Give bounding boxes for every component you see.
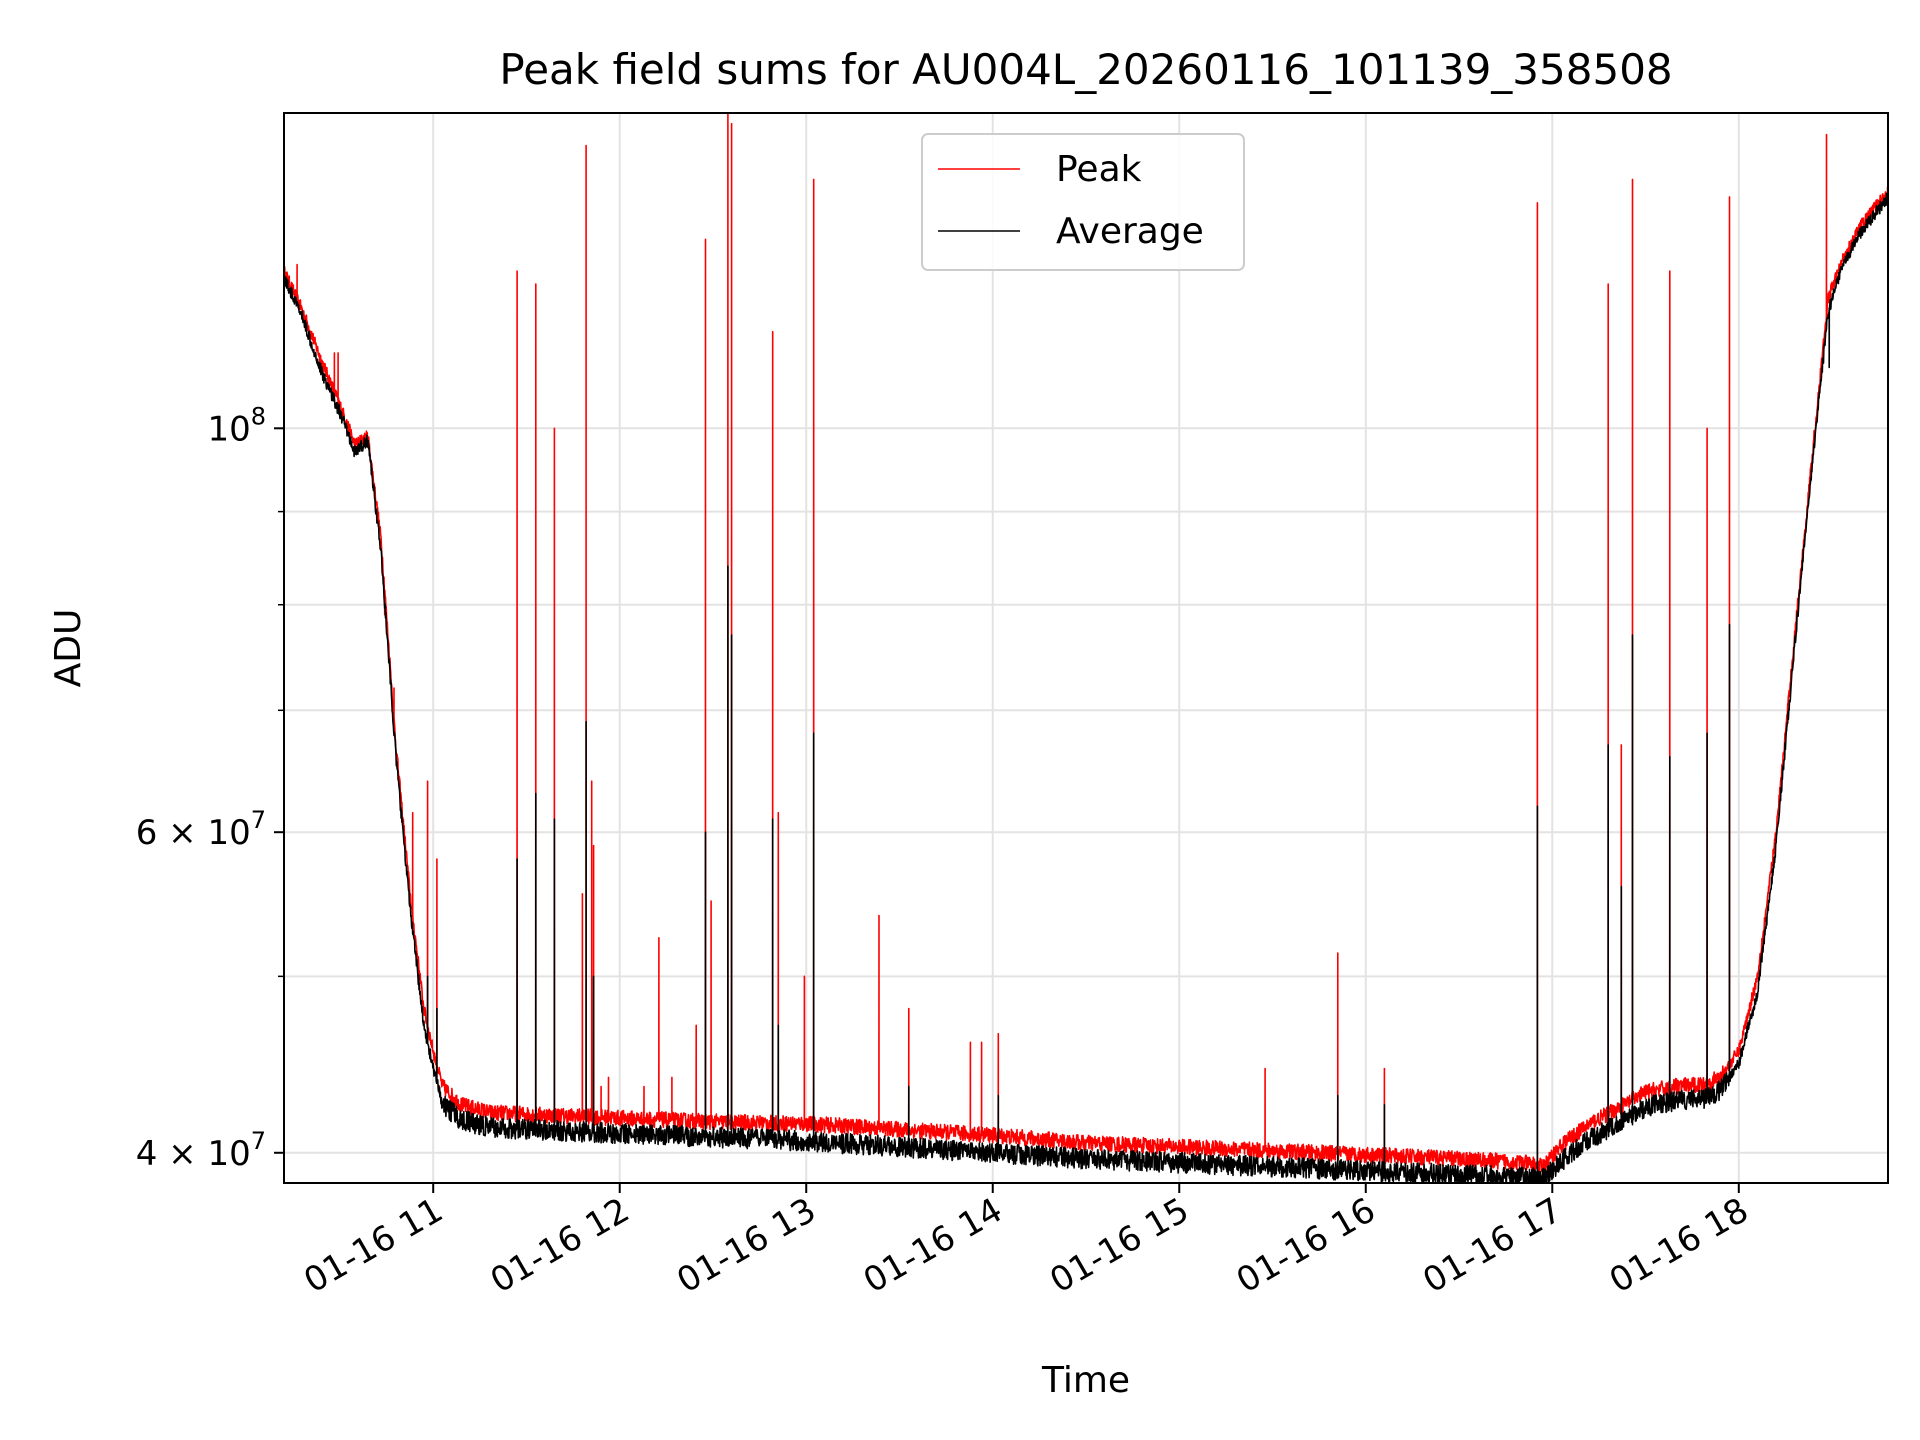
legend: Peak Average [921,133,1245,271]
y-tick-label: 6 × 107 [136,806,266,853]
chart-title: Peak field sums for AU004L_20260116_1011… [499,45,1672,94]
y-tick-mantissa: 6 [136,813,158,853]
y-tick-exponent: 7 [251,1127,266,1155]
y-tick-times: × 10 [157,1134,250,1174]
series-line-average [283,192,1889,1184]
plot-frame [283,112,1889,1184]
y-tick-label: 108 [207,402,266,449]
legend-average-label: Average [1056,211,1204,252]
y-tick-base: 10 [207,409,250,449]
x-axis-title: Time [1041,1360,1130,1401]
y-axis-title: ADU [48,609,89,688]
series-line-peak [283,112,1889,1174]
y-tick-times: × 10 [157,813,250,853]
legend-box [921,133,1245,271]
legend-peak-label: Peak [1056,149,1142,190]
y-tick-mantissa: 4 [136,1134,158,1174]
series-layer [283,112,1889,1184]
y-tick-label: 4 × 107 [136,1127,266,1174]
y-tick-exponent: 7 [251,806,266,834]
y-tick-exponent: 8 [251,402,266,430]
